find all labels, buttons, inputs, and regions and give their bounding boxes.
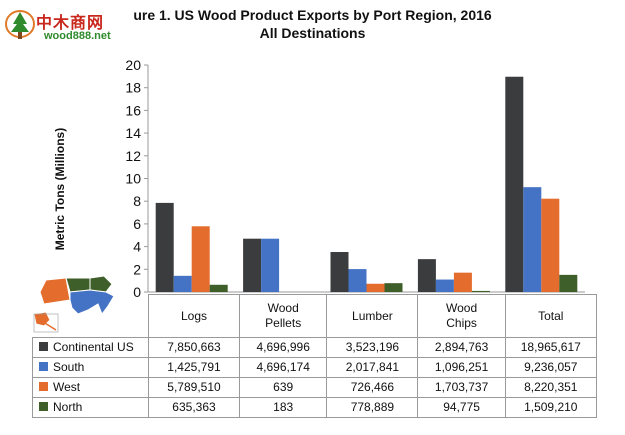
legend-entry: South bbox=[32, 357, 149, 378]
bar-chart: 0 2 4 6 8 10 12 14 16 18 20 bbox=[125, 57, 585, 300]
data-label: 3,523,196 bbox=[326, 337, 419, 358]
data-label: 4,696,174 bbox=[238, 357, 328, 378]
chart-title-block: ure 1. US Wood Product Exports by Port R… bbox=[0, 6, 625, 42]
legend-swatch bbox=[39, 402, 48, 412]
data-label: 9,236,057 bbox=[504, 357, 597, 378]
legend-label: Continental US bbox=[53, 340, 134, 354]
legend-label: South bbox=[53, 360, 85, 374]
table-corner bbox=[33, 295, 149, 338]
bar-south bbox=[261, 238, 280, 292]
data-label: 5,789,510 bbox=[148, 377, 240, 398]
y-tick-label: 4 bbox=[133, 239, 141, 255]
x-tick-label: Lumber bbox=[326, 294, 419, 338]
x-tick-label: Total bbox=[504, 294, 597, 338]
data-label: 8,220,351 bbox=[504, 377, 597, 398]
y-tick-label: 20 bbox=[125, 57, 141, 73]
data-label: 2,894,763 bbox=[417, 337, 506, 358]
bar-south bbox=[435, 279, 454, 292]
y-tick-label: 6 bbox=[133, 216, 141, 232]
data-label: 2,017,841 bbox=[326, 357, 419, 378]
y-tick-label: 14 bbox=[125, 125, 141, 141]
legend-swatch bbox=[39, 382, 48, 392]
legend-entry: North bbox=[32, 397, 149, 418]
data-label: 1,096,251 bbox=[417, 357, 506, 378]
data-label: 7,850,663 bbox=[148, 337, 240, 358]
x-tick-label: Logs bbox=[148, 294, 240, 338]
legend-swatch bbox=[39, 342, 48, 352]
y-tick-label: 10 bbox=[125, 171, 141, 187]
data-label: 18,965,617 bbox=[504, 337, 597, 358]
bar-south bbox=[523, 187, 542, 292]
legend-label: North bbox=[53, 400, 83, 414]
y-tick-label: 12 bbox=[125, 148, 141, 164]
bar-north bbox=[384, 283, 403, 292]
table-row: North 635,363 183 778,889 94,775 1,509,210 bbox=[32, 397, 597, 418]
table-row: West 5,789,510 639 726,466 1,703,737 8,220,35… bbox=[32, 377, 597, 398]
bar-continental-us bbox=[505, 76, 524, 292]
data-label: 4,696,996 bbox=[238, 337, 328, 358]
bar-west bbox=[541, 198, 560, 292]
bar-north bbox=[209, 284, 228, 292]
data-label: 639 bbox=[238, 377, 328, 398]
us-regions-map-icon bbox=[33, 275, 115, 333]
tree-logo-icon bbox=[5, 10, 35, 39]
bar-west bbox=[366, 283, 385, 292]
bar-continental-us bbox=[243, 238, 262, 292]
data-label: 635,363 bbox=[148, 397, 240, 418]
y-tick-label: 2 bbox=[133, 261, 141, 277]
legend-entry: Continental US bbox=[32, 337, 149, 358]
y-tick-label: 16 bbox=[125, 102, 141, 118]
chart-title: ure 1. US Wood Product Exports by Port R… bbox=[133, 7, 492, 23]
logo-brand-text: 中木商网 bbox=[36, 13, 105, 32]
x-tick-label: Wood Chips bbox=[417, 294, 506, 338]
data-label: 94,775 bbox=[417, 397, 506, 418]
site-logo: 中木商网 wood888.net bbox=[4, 8, 154, 48]
y-tick-label: 18 bbox=[125, 80, 141, 96]
data-label: 183 bbox=[238, 397, 328, 418]
chart-subtitle: All Destinations bbox=[259, 25, 366, 41]
data-label: 1,425,791 bbox=[148, 357, 240, 378]
data-label: 726,466 bbox=[326, 377, 419, 398]
data-label: 1,703,737 bbox=[417, 377, 506, 398]
logo-site-text: wood888.net bbox=[44, 30, 111, 42]
data-label: 1,509,210 bbox=[504, 397, 597, 418]
bar-south bbox=[173, 275, 192, 292]
data-table: Logs Wood Pellets Lumber Wood Chips Total Con… bbox=[32, 294, 597, 418]
legend-label: West bbox=[53, 380, 81, 394]
table-row: Continental US 7,850,663 4,696,996 3,523,19… bbox=[32, 337, 597, 358]
legend-entry: West bbox=[32, 377, 149, 398]
table-row: South 1,425,791 4,696,174 2,017,841 1,096,25… bbox=[32, 357, 597, 378]
bar-continental-us bbox=[155, 202, 174, 292]
bar-continental-us bbox=[417, 259, 436, 292]
bar-continental-us bbox=[330, 252, 349, 292]
y-tick-label: 0 bbox=[133, 284, 141, 300]
legend-swatch bbox=[39, 362, 48, 372]
bar-south bbox=[348, 269, 367, 292]
data-label: 778,889 bbox=[326, 397, 419, 418]
bar-west bbox=[453, 272, 472, 292]
bar-west bbox=[191, 226, 210, 292]
bar-north bbox=[559, 274, 578, 292]
y-tick-label: 8 bbox=[133, 193, 141, 209]
bar-north bbox=[471, 290, 490, 292]
x-tick-label: Wood Pellets bbox=[238, 294, 328, 338]
